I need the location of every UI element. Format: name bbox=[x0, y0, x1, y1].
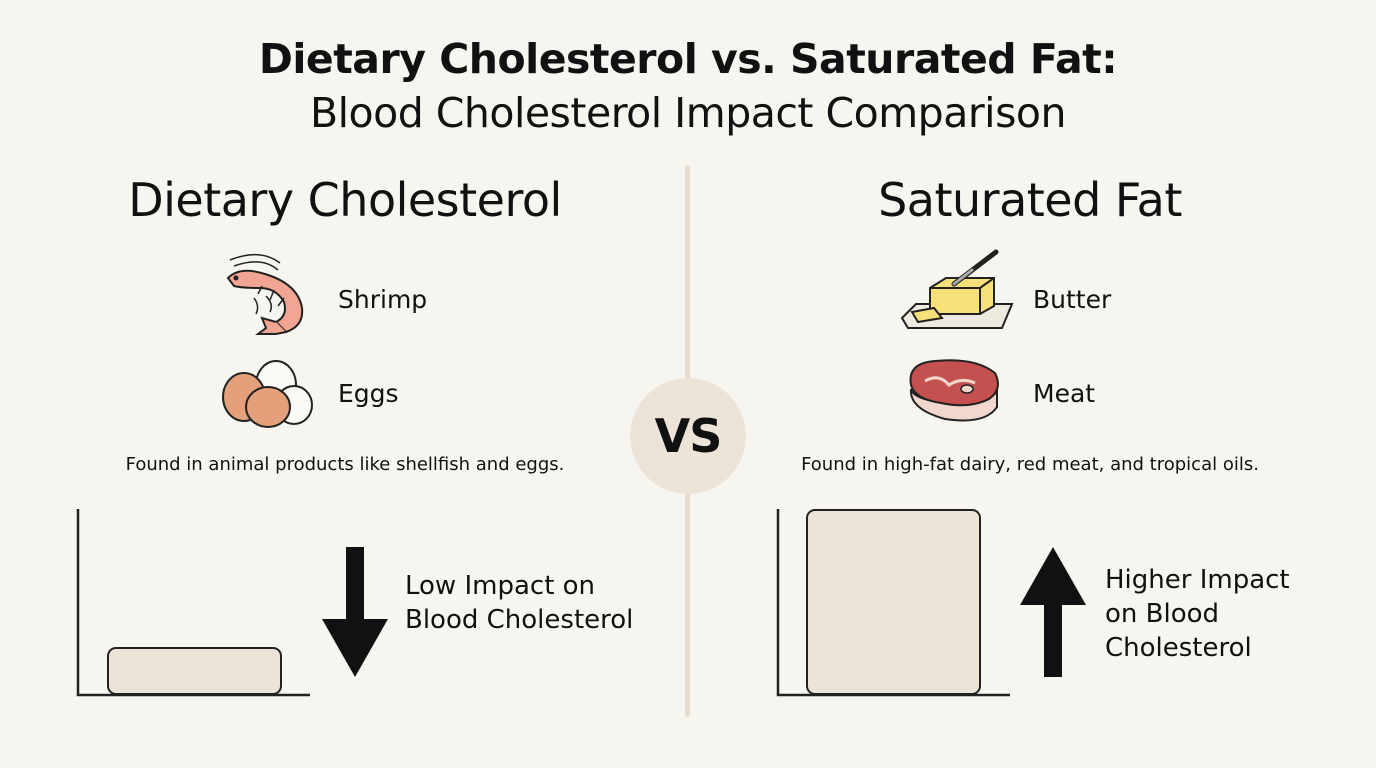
left-impact-text: Low Impact on Blood Cholesterol bbox=[405, 569, 633, 637]
right-description: Found in high-fat dairy, red meat, and t… bbox=[801, 454, 1259, 475]
down-arrow-icon bbox=[322, 547, 388, 677]
vs-badge: VS bbox=[630, 378, 746, 494]
butter-icon bbox=[900, 249, 1014, 329]
title-line-2: Blood Cholesterol Impact Comparison bbox=[310, 89, 1067, 137]
food-label-shrimp: Shrimp bbox=[338, 285, 428, 314]
shrimp-icon bbox=[226, 254, 304, 335]
right-impact-line-3: Cholesterol bbox=[1105, 633, 1252, 663]
left-impact-chart bbox=[76, 509, 310, 697]
left-description: Found in animal products like shellfish … bbox=[125, 454, 565, 475]
meat-icon bbox=[909, 359, 999, 422]
left-impact-line-2: Blood Cholesterol bbox=[405, 605, 634, 635]
left-impact-line-1: Low Impact on bbox=[405, 571, 596, 601]
right-impact-line-1: Higher Impact bbox=[1105, 565, 1290, 595]
up-arrow-icon bbox=[1020, 547, 1086, 677]
food-label-butter: Butter bbox=[1033, 285, 1112, 314]
right-impact-line-2: on Blood bbox=[1105, 599, 1220, 629]
left-heading: Dietary Cholesterol bbox=[128, 173, 562, 227]
left-impact-bar bbox=[107, 647, 282, 695]
eggs-icon bbox=[222, 360, 313, 428]
right-impact-bar bbox=[806, 509, 981, 695]
food-label-eggs: Eggs bbox=[338, 379, 399, 408]
right-heading: Saturated Fat bbox=[878, 173, 1182, 227]
food-label-meat: Meat bbox=[1033, 379, 1096, 408]
title-line-1: Dietary Cholesterol vs. Saturated Fat: bbox=[258, 35, 1118, 83]
right-impact-chart bbox=[776, 509, 1010, 697]
right-impact-text: Higher Impact on Blood Cholesterol bbox=[1105, 563, 1290, 665]
vs-label: VS bbox=[654, 409, 723, 463]
